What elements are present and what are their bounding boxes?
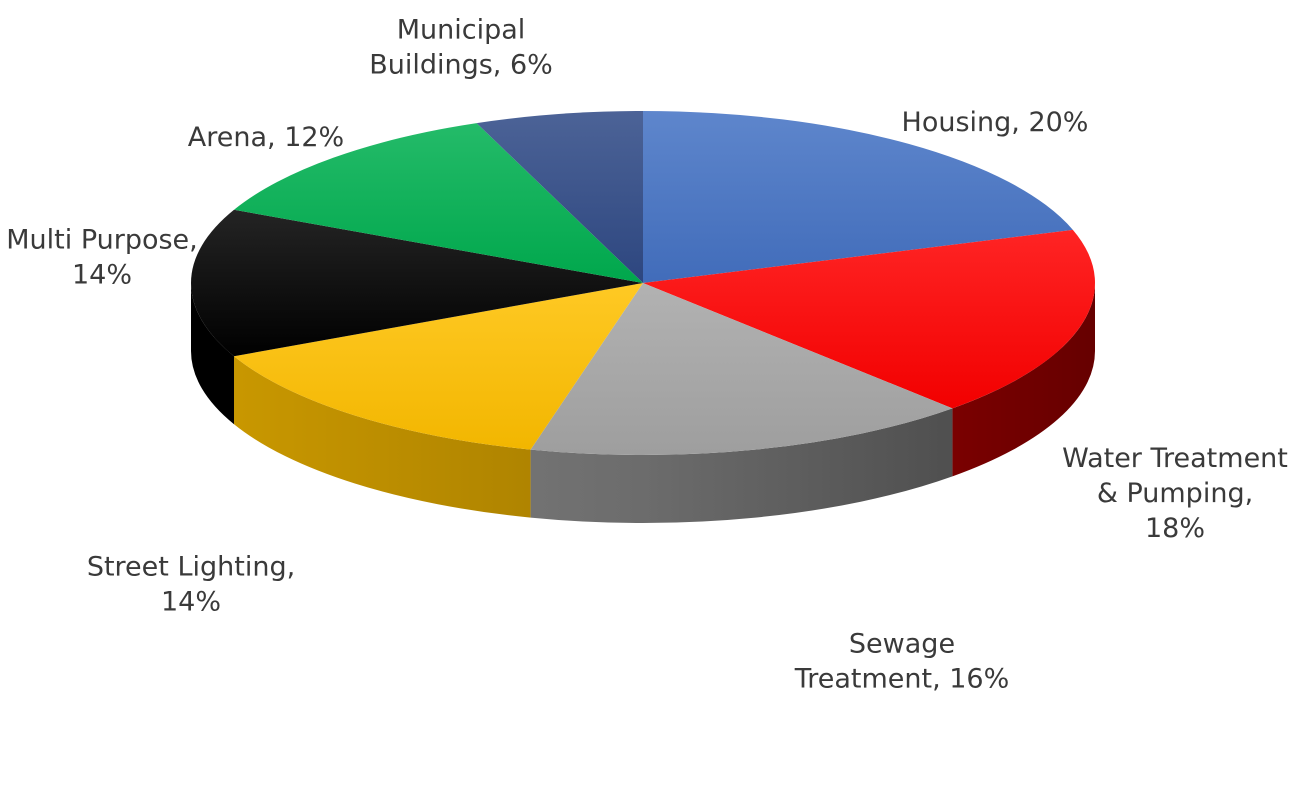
- pie-slice-municipal-buildings: [476, 111, 643, 283]
- pie-side-sewage-treatment: [530, 408, 953, 524]
- pie-slice-water-treatment-pumping: [643, 229, 1096, 409]
- pie-slice-sewage-treatment: [530, 283, 953, 456]
- pie-label-layer: Housing, 20% Water Treatment & Pumping, 18%…: [6, 15, 1288, 695]
- pie-side-layer: [191, 283, 1095, 524]
- pie-slice-multi-purpose: [191, 209, 644, 357]
- pie-slice-arena: [234, 123, 643, 283]
- pie-side-street-lighting: [234, 356, 531, 518]
- data-label-street-lighting: Street Lighting, 14%: [87, 552, 295, 618]
- pie-slice-street-lighting: [234, 283, 643, 450]
- pie-top-layer: [191, 111, 1096, 456]
- data-label-arena: Arena, 12%: [188, 122, 344, 153]
- data-label-municipal-buildings: Municipal Buildings, 6%: [369, 15, 553, 81]
- pie-side-water-treatment-pumping: [952, 283, 1095, 477]
- data-label-sewage-treatment: Sewage Treatment, 16%: [794, 629, 1010, 695]
- data-label-multi-purpose: Multi Purpose, 14%: [6, 225, 198, 291]
- data-label-housing: Housing, 20%: [902, 107, 1089, 138]
- data-label-water-treatment-pumping: Water Treatment & Pumping, 18%: [1062, 443, 1288, 544]
- pie-slice-housing: [643, 111, 1073, 283]
- pie-side-multi-purpose: [191, 283, 235, 425]
